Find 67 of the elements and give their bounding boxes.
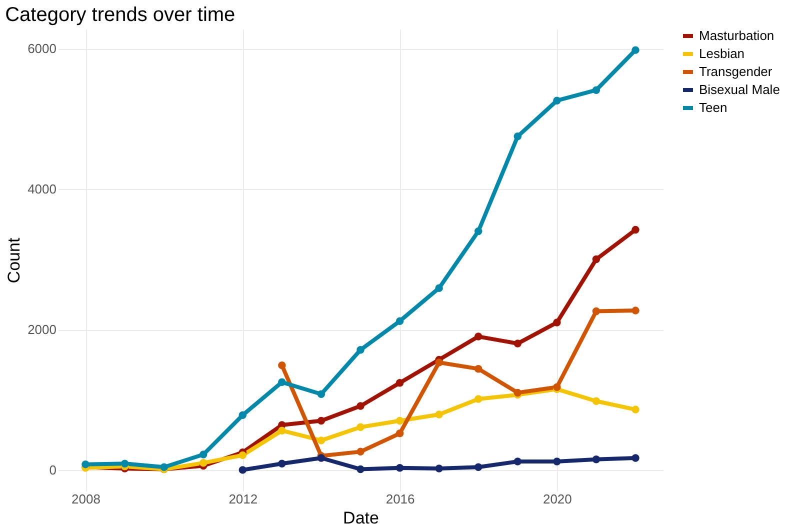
point	[514, 340, 522, 348]
point	[317, 390, 326, 398]
point	[553, 458, 561, 466]
point	[435, 410, 443, 418]
point	[238, 451, 247, 460]
point	[474, 332, 482, 340]
point	[278, 361, 286, 370]
point	[632, 454, 640, 462]
point	[632, 406, 640, 414]
point	[474, 463, 482, 471]
legend-label: Bisexual Male	[699, 82, 780, 97]
legend-label: Lesbian	[699, 46, 745, 61]
point	[632, 306, 640, 314]
legend-label: Transgender	[699, 64, 773, 79]
point	[356, 423, 364, 431]
point	[120, 460, 129, 468]
point	[632, 226, 640, 234]
point	[553, 318, 561, 326]
x-axis-title: Date	[343, 508, 379, 528]
point	[356, 402, 364, 410]
point	[317, 436, 326, 444]
point	[592, 86, 600, 94]
point	[514, 458, 522, 466]
y-axis-title: Count	[4, 238, 24, 284]
point	[199, 450, 208, 458]
point	[396, 464, 404, 472]
legend-label: Teen	[699, 100, 728, 115]
point	[592, 456, 600, 464]
point	[592, 397, 600, 405]
point	[82, 460, 90, 468]
point	[435, 358, 443, 366]
point	[396, 379, 404, 387]
point	[396, 416, 404, 425]
y-tick-label: 2000	[28, 322, 56, 338]
point	[474, 395, 482, 403]
point	[514, 132, 522, 140]
point	[474, 364, 482, 373]
y-tick-label: 4000	[28, 182, 56, 197]
point	[632, 46, 640, 54]
y-tick-label: 6000	[28, 41, 56, 56]
point	[396, 430, 404, 438]
point	[592, 255, 600, 264]
x-tick-label: 2016	[386, 492, 415, 506]
x-tick-label: 2020	[542, 492, 572, 506]
point	[553, 96, 561, 104]
point	[278, 426, 286, 434]
point	[317, 416, 326, 425]
point	[238, 411, 247, 420]
point	[356, 346, 364, 354]
point	[160, 463, 168, 471]
x-tick-label: 2012	[228, 492, 258, 506]
point	[238, 466, 247, 474]
legend-label: Masturbation	[699, 28, 774, 43]
point	[356, 448, 364, 456]
point	[396, 317, 404, 325]
point	[592, 307, 600, 316]
chart-title: Category trends over time	[5, 4, 236, 26]
point	[278, 460, 286, 468]
point	[356, 465, 364, 474]
point	[474, 227, 482, 236]
point	[435, 284, 443, 292]
x-tick-label: 2008	[72, 492, 100, 506]
point	[435, 464, 443, 472]
point	[278, 378, 286, 386]
point	[199, 459, 208, 467]
point	[553, 383, 561, 391]
y-tick-label: 0	[49, 462, 56, 478]
